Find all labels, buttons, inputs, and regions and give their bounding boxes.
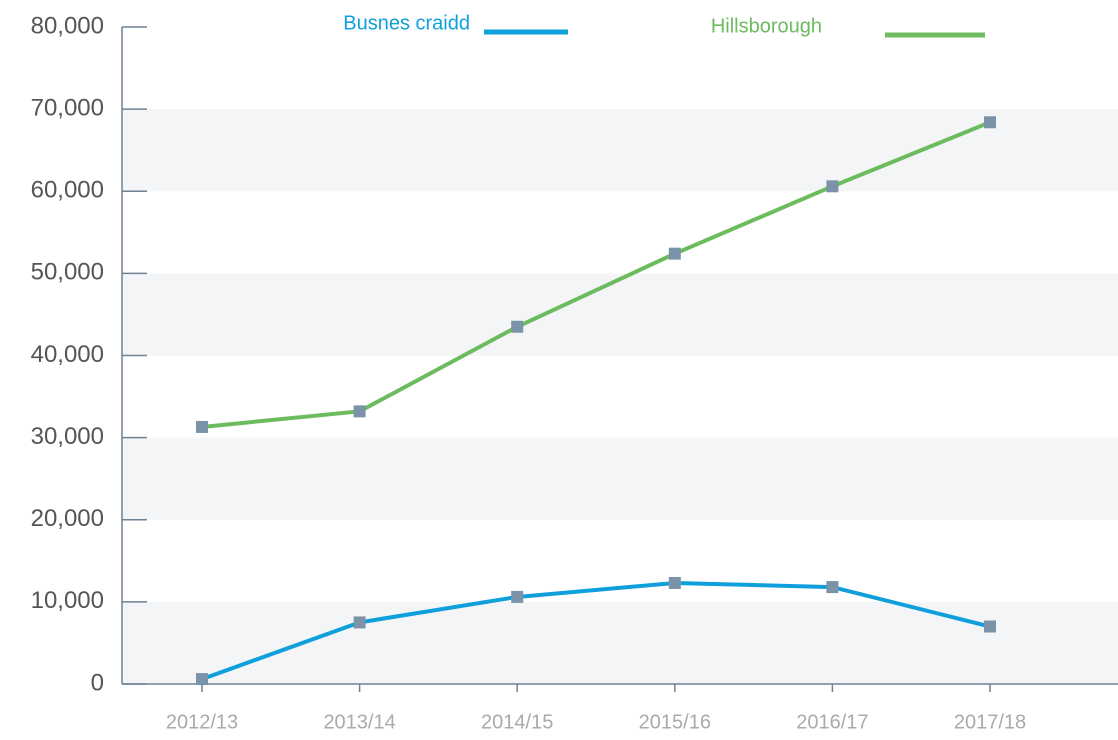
series-line — [201, 120, 991, 429]
grid-band — [122, 273, 1118, 356]
data-point — [668, 247, 681, 260]
x-tick-label: 2017/18 — [954, 711, 1026, 733]
legend-label: Busnes craidd — [343, 12, 470, 34]
x-tick-label: 2013/14 — [323, 711, 395, 733]
y-tick-label: 50,000 — [31, 259, 104, 286]
y-tick-label: 10,000 — [31, 587, 104, 614]
grid-band — [122, 601, 1118, 684]
x-tick-label: 2015/16 — [639, 711, 711, 733]
data-point — [668, 576, 681, 589]
data-point — [196, 420, 208, 433]
data-point — [826, 581, 839, 594]
data-point — [353, 616, 366, 629]
x-tick-label: 2012/13 — [166, 711, 238, 733]
y-tick-label: 80,000 — [31, 12, 104, 39]
data-point — [511, 320, 524, 333]
data-point — [984, 620, 996, 633]
data-point — [196, 673, 208, 686]
legend-label: Hillsborough — [711, 15, 822, 37]
y-tick-label: 70,000 — [31, 94, 104, 121]
y-tick-label: 40,000 — [31, 341, 104, 368]
data-point — [826, 180, 839, 193]
x-tick-label: 2016/17 — [796, 711, 868, 733]
grid-band — [122, 437, 1118, 520]
grid-band — [122, 109, 1118, 192]
data-point — [511, 590, 524, 603]
y-tick-label: 30,000 — [31, 423, 104, 450]
x-tick-label: 2014/15 — [481, 711, 553, 733]
data-point — [353, 405, 366, 418]
y-tick-label: 60,000 — [31, 177, 104, 204]
series-line — [201, 580, 991, 681]
data-point — [984, 116, 996, 129]
y-tick-label: 20,000 — [31, 505, 104, 532]
y-tick-label: 0 — [91, 669, 104, 696]
